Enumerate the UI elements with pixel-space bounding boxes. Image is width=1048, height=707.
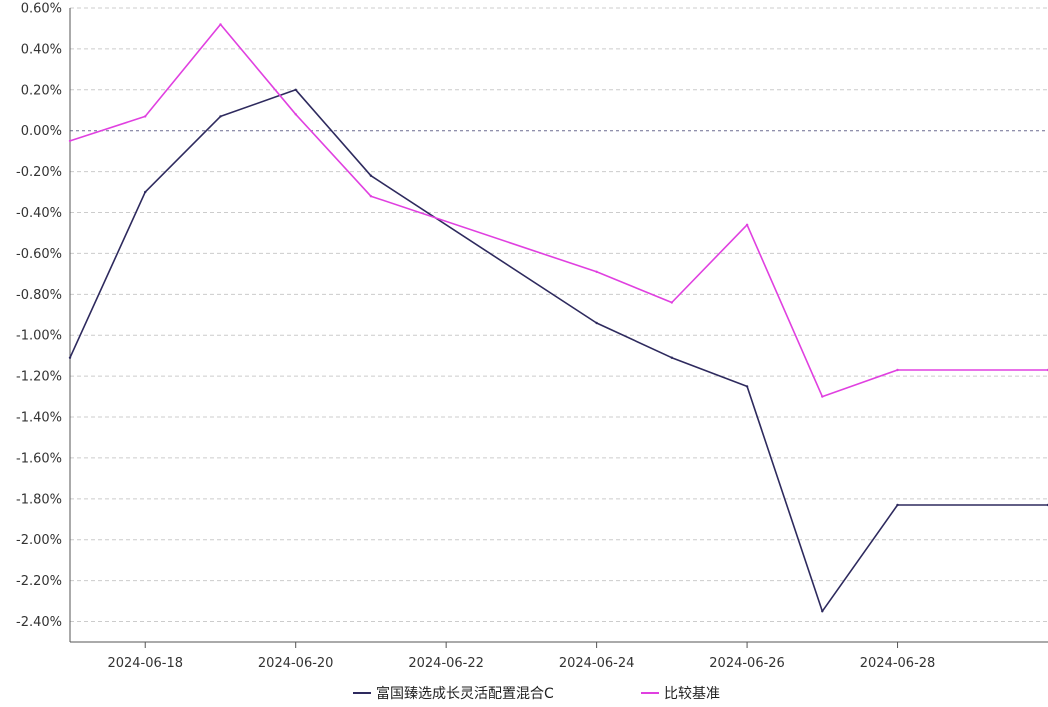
y-tick-label: -2.00%	[16, 533, 62, 548]
benchmark-data-point	[144, 115, 147, 118]
y-tick-label: -0.20%	[16, 165, 62, 180]
benchmark-data-point	[745, 223, 749, 226]
fund-data-point	[821, 610, 824, 613]
fund-data-point	[670, 356, 673, 359]
axis-layer: 0.60% 0.40% 0.20% 0.00% -0.20% -0.40% -0.60% -0…	[16, 2, 1048, 671]
legend: 富国臻选成长灵活配置混合C 比较基准	[353, 685, 720, 702]
y-tick-label: -0.60%	[16, 247, 62, 262]
benchmark-data-point	[595, 270, 598, 273]
y-tick-label: -0.40%	[16, 206, 62, 221]
benchmark-data-point	[369, 195, 373, 198]
x-tick-label: 2024-06-20	[258, 656, 334, 671]
y-tick-label: -0.80%	[16, 288, 62, 303]
x-tick-label: 2024-06-18	[107, 656, 183, 671]
y-tick-label: 0.00%	[21, 124, 62, 139]
fund-data-point	[369, 174, 373, 177]
fund-data-point	[896, 503, 899, 507]
fund-data-point	[144, 190, 147, 194]
fund-series-line	[69, 89, 1048, 613]
benchmark-data-point	[896, 368, 899, 372]
y-tick-label: 0.40%	[21, 42, 62, 57]
benchmark-data-point	[821, 395, 824, 398]
y-tick-label: -1.40%	[16, 411, 62, 426]
benchmark-data-point	[294, 113, 297, 116]
fund-data-point	[745, 385, 749, 388]
benchmark-data-point	[670, 301, 673, 304]
legend-label: 富国臻选成长灵活配置混合C	[376, 685, 554, 702]
x-tick-label: 2024-06-26	[709, 656, 785, 671]
y-tick-label: -1.00%	[16, 329, 62, 344]
grid-layer	[70, 7, 1048, 623]
x-tick-label: 2024-06-24	[559, 656, 635, 671]
y-tick-label: -1.80%	[16, 492, 62, 507]
fund-data-point	[219, 115, 222, 118]
legend-label: 比较基准	[664, 685, 720, 702]
benchmark-data-point	[68, 139, 72, 143]
benchmark-series-line	[69, 23, 1048, 398]
x-tick-label: 2024-06-22	[408, 656, 484, 671]
y-tick-label: 0.60%	[21, 2, 62, 17]
series-layer	[68, 23, 1048, 613]
y-tick-label: -2.20%	[16, 574, 62, 589]
x-tick-label: 2024-06-28	[860, 656, 936, 671]
fund-data-point	[68, 356, 72, 359]
y-tick-label: -1.20%	[16, 370, 62, 385]
fund-data-point	[595, 321, 598, 325]
y-tick-label: -1.60%	[16, 451, 62, 466]
y-tick-label: 0.20%	[21, 83, 62, 98]
fund-data-point	[294, 88, 297, 92]
y-tick-label: -2.40%	[16, 615, 62, 630]
benchmark-data-point	[219, 23, 222, 26]
